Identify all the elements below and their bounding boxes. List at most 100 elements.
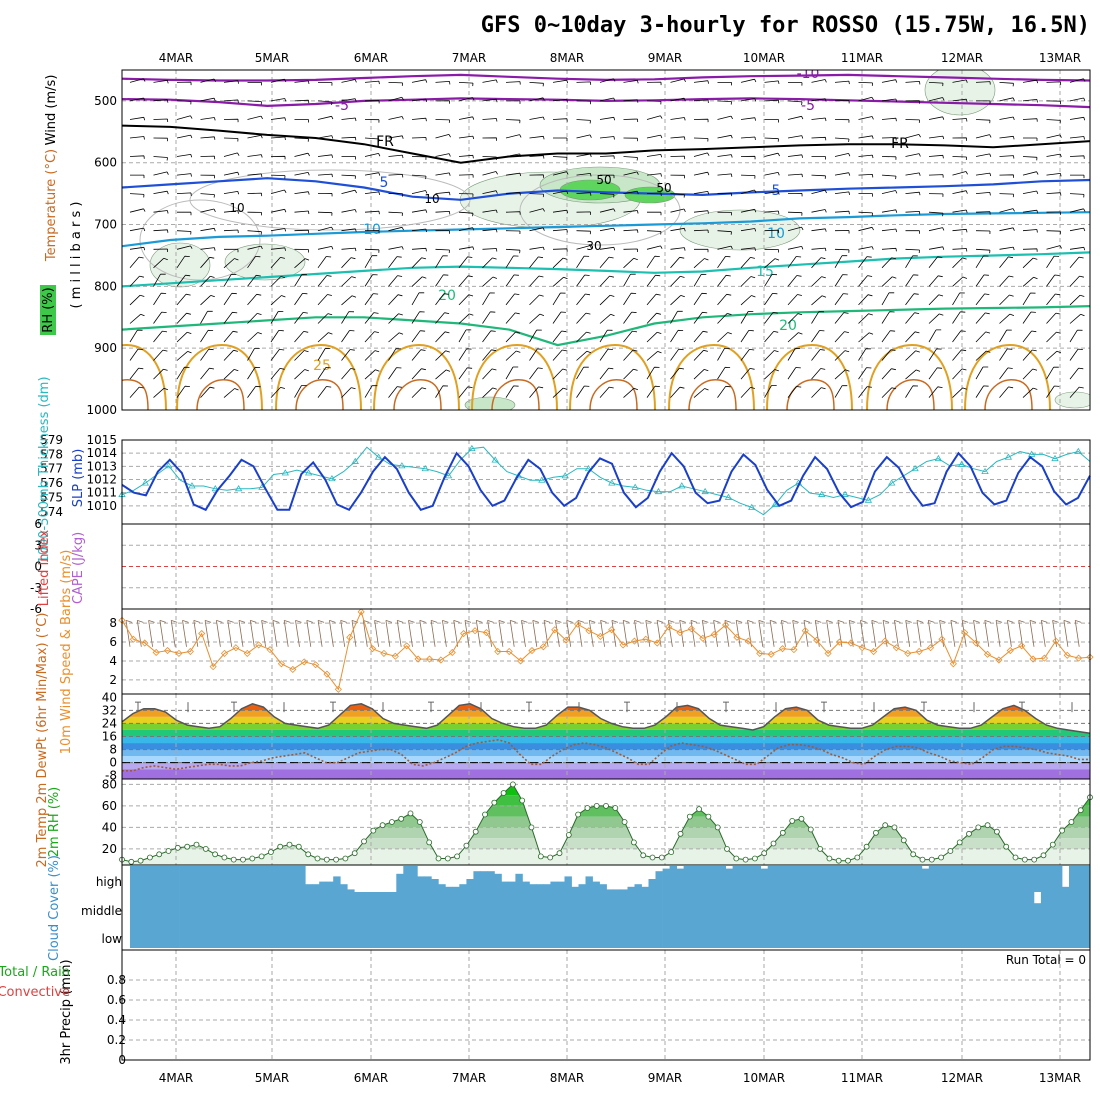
wind10m-speed-point (482, 629, 490, 637)
rh2m-point (435, 855, 442, 862)
wind-barb (505, 81, 521, 85)
wind-barb (858, 174, 874, 178)
wind-barb (247, 366, 261, 380)
thickness-line-point (188, 482, 196, 489)
wind-barb (881, 349, 896, 361)
cloud-bar (893, 920, 902, 948)
wind10m-barb (656, 619, 664, 647)
cloud-bar (1048, 892, 1056, 920)
wind-barb (529, 97, 545, 102)
wind-barb (999, 208, 1015, 213)
wind10m-speed-point (517, 657, 525, 665)
wind-barb (717, 348, 730, 361)
rh2m-point (193, 841, 200, 848)
wind10m-barb (950, 619, 958, 647)
wind-barb (223, 118, 239, 123)
cloud-bar (473, 871, 481, 892)
cloud-bar (319, 892, 327, 920)
cloud-bar (1076, 892, 1084, 920)
cloud-bar (648, 920, 656, 948)
wind-barb (529, 227, 545, 232)
cloud-bar (690, 892, 698, 920)
wind-barb (599, 193, 615, 198)
rh2m-point (658, 854, 665, 861)
wind-barb (529, 155, 545, 159)
rh2m-point (900, 837, 907, 844)
wind-barb (411, 174, 427, 180)
cloud-bar (844, 920, 853, 948)
cloud-bar (830, 920, 839, 948)
cloud-bar (669, 920, 677, 948)
cloud-bar (802, 892, 811, 920)
isotherm-30-line (122, 379, 149, 410)
cloud-bar (627, 886, 635, 892)
cloud-bar (494, 873, 502, 892)
wind-barb (176, 81, 192, 86)
thickness-line-point (724, 493, 733, 500)
wind-barb (223, 152, 240, 157)
wind-barb (952, 79, 968, 83)
wind10m-speed-point (585, 627, 593, 635)
cloud-bar (655, 920, 663, 948)
wind-barb (1046, 211, 1061, 215)
wind-barb (811, 156, 826, 160)
wind-barb (200, 97, 216, 102)
wind10m-speed-point (186, 647, 194, 656)
thickness-line-point (981, 467, 989, 474)
y-tick-label: 2 (109, 673, 117, 687)
rh2m-point (212, 851, 219, 858)
cloud-bar (900, 892, 909, 920)
wind-barb (505, 366, 519, 380)
wind-barb (717, 100, 732, 105)
wind-barb (200, 136, 216, 140)
cloud-bar (949, 866, 958, 892)
y-tick-label: -3 (30, 581, 42, 595)
wind-barb (881, 98, 898, 103)
rh2m-point (444, 855, 451, 862)
wind-barb (1046, 230, 1061, 235)
wind-barb (764, 119, 779, 123)
wind-barb (200, 329, 214, 343)
wind-barb (623, 99, 639, 103)
cloud-bar (921, 892, 930, 920)
wind-barb (928, 275, 943, 287)
wind-barb (1022, 79, 1039, 84)
wind-barb (552, 292, 566, 306)
wind-barb (270, 311, 284, 324)
cloud-bar (431, 892, 439, 920)
wind10m-barb (984, 619, 991, 647)
wind-barb (482, 349, 497, 361)
wind-barb (176, 154, 193, 158)
wind-barb (364, 385, 378, 398)
wind-barb (599, 256, 614, 269)
isotherm-label: -10 (797, 66, 820, 82)
wind-barb (505, 331, 521, 343)
wind-barb (576, 293, 591, 306)
wind-barb (411, 209, 428, 213)
wind-barb (129, 329, 143, 343)
wind-barb (247, 385, 261, 398)
cloud-bar (284, 866, 292, 892)
wind-barb (740, 228, 757, 232)
wind-barb (1022, 118, 1038, 122)
wind-barb (1022, 248, 1038, 252)
wind-barb (176, 115, 193, 120)
wind-barb (576, 331, 591, 343)
cloud-bar (641, 920, 649, 948)
wind-barb (787, 211, 803, 216)
wind-barb (928, 82, 944, 87)
wind-barb (529, 386, 544, 398)
top-date-label: 9MAR (648, 51, 683, 65)
wind-barb (905, 81, 921, 85)
cloud-bar (711, 866, 719, 892)
cloud-bar (886, 892, 895, 920)
cloud-bar (242, 892, 250, 920)
rh2m-point (1077, 807, 1084, 814)
wind-barb (599, 275, 614, 287)
cloud-bar (998, 920, 1007, 948)
wind-barb (623, 292, 637, 306)
wind-barb (599, 329, 613, 343)
wind-barb (458, 154, 474, 159)
cloud-bar (879, 866, 888, 892)
wind-barb (740, 330, 754, 343)
